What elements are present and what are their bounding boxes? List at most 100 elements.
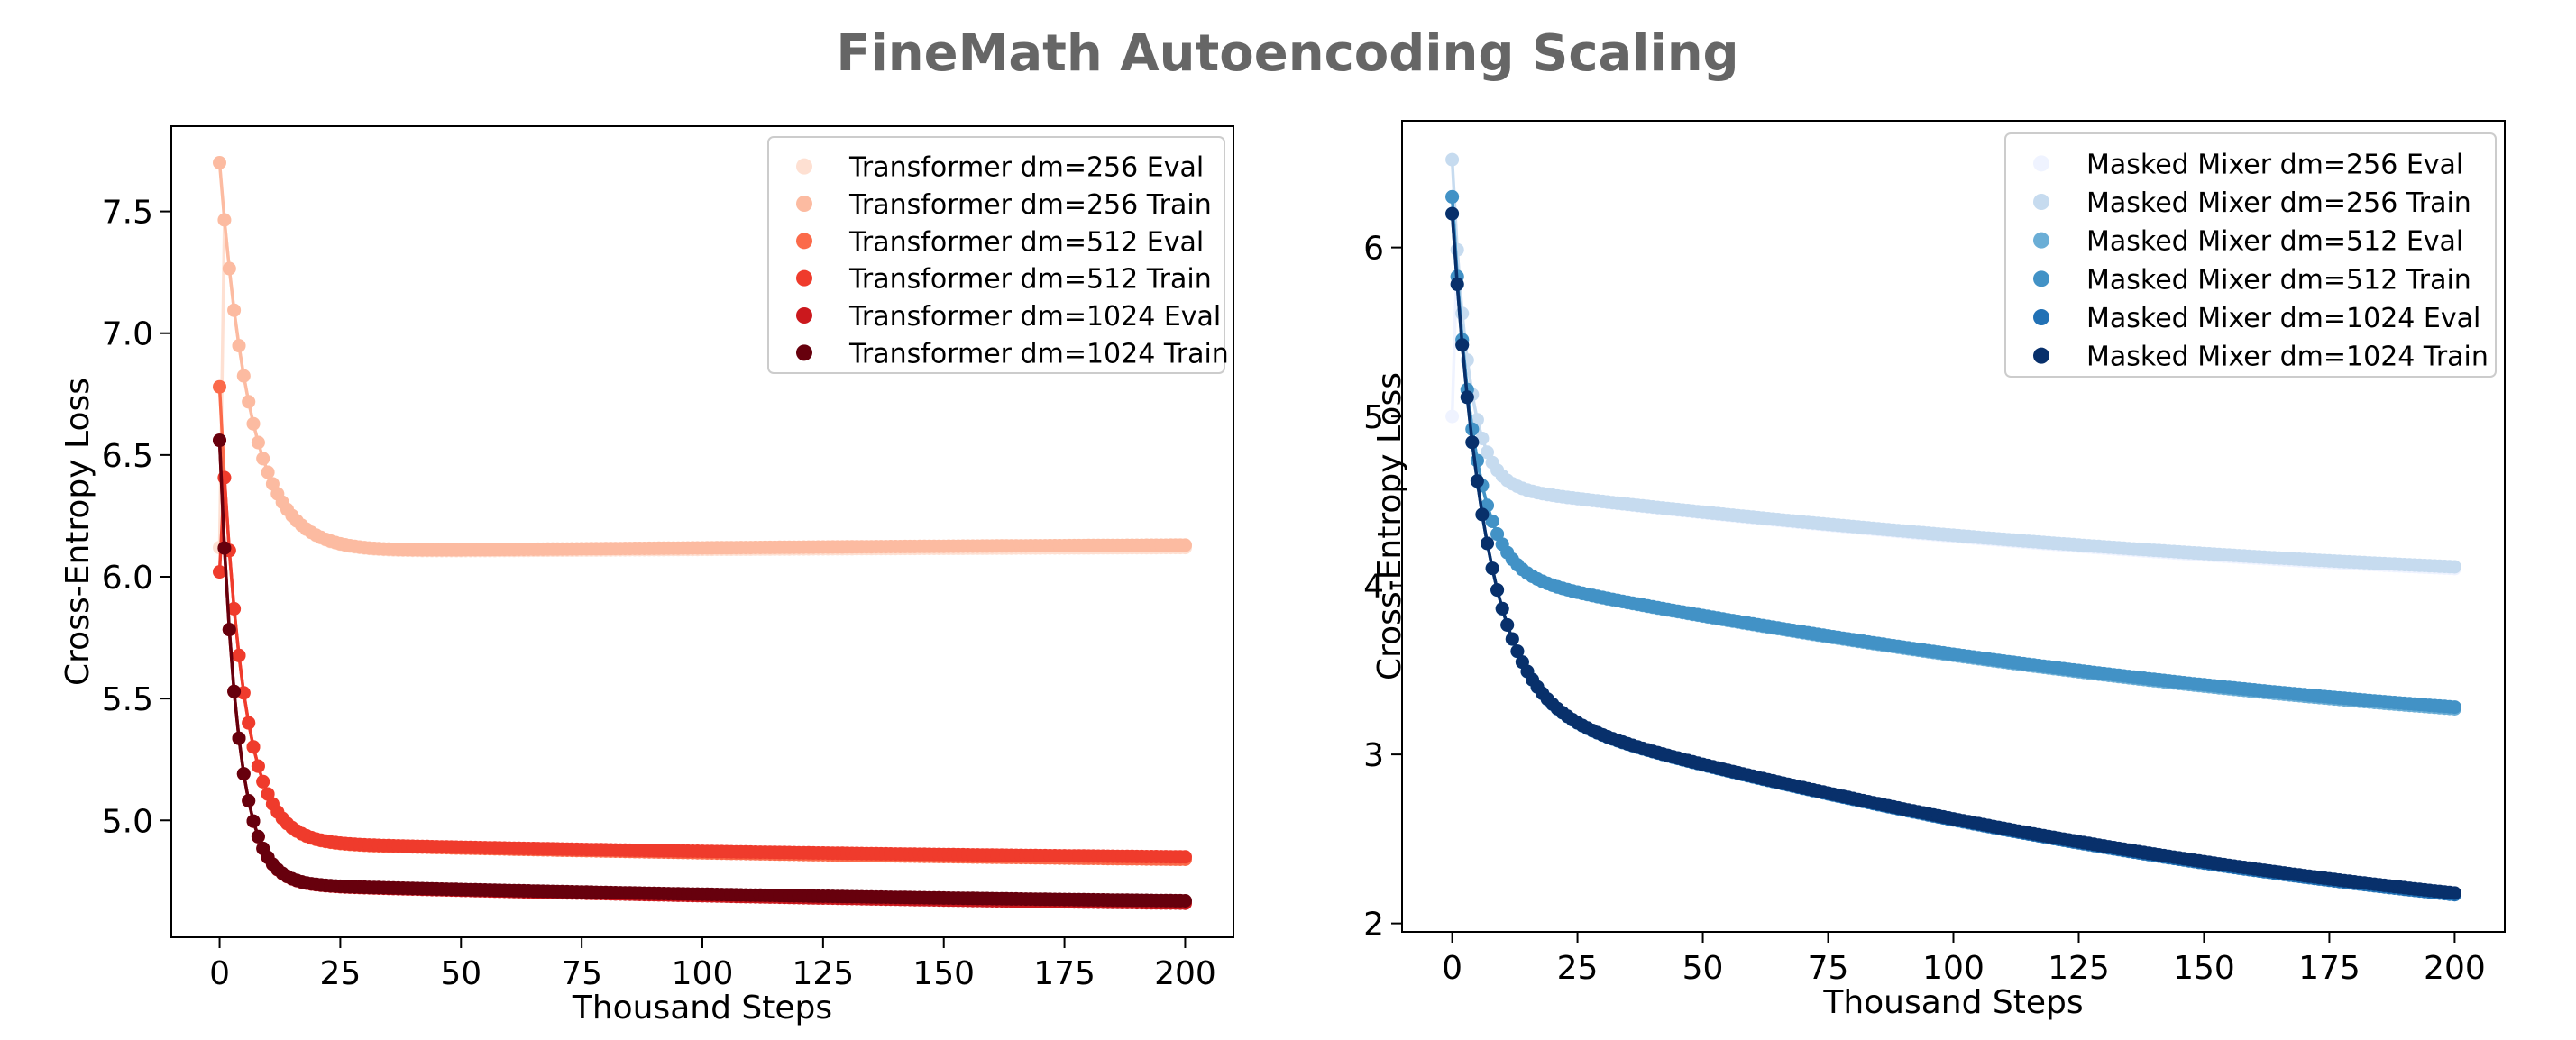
x-axis-label: Thousand Steps	[1822, 984, 2083, 1021]
x-tick-label: 25	[320, 955, 362, 992]
series-point	[213, 379, 226, 394]
series-point	[2447, 886, 2461, 900]
series-point	[256, 452, 270, 466]
y-tick-label: 5	[1363, 399, 1384, 436]
series-point	[1445, 206, 1460, 221]
series-2	[213, 156, 1192, 557]
series-point	[232, 731, 246, 745]
x-tick-label: 175	[2298, 950, 2361, 987]
series-point	[1445, 189, 1460, 204]
series-point	[1481, 445, 1494, 460]
legend-box	[767, 136, 1225, 374]
series-2	[1445, 152, 2461, 574]
y-axis-label: Cross-Entropy Loss	[60, 378, 96, 686]
series-point	[227, 684, 242, 698]
x-tick-label: 100	[1922, 950, 1985, 987]
series-point	[251, 829, 265, 844]
series-3	[213, 379, 1192, 866]
x-tick-label: 100	[672, 955, 734, 992]
left-chart-transformer: 0 25 50 75 100 125 150 175 200 5.0 5.5 6.0 6.5 7.0 7.5…	[60, 125, 1234, 1026]
legend-box	[2004, 132, 2497, 378]
legend-entry: Transformer dm=256 Eval	[848, 152, 1204, 184]
y-tick-label: 6.0	[102, 560, 153, 597]
legend-marker	[796, 307, 812, 324]
x-tick-label: 50	[1682, 950, 1724, 987]
series-6	[213, 433, 1192, 908]
legend-entry: Masked Mixer dm=512 Train	[2086, 264, 2471, 296]
right-chart-masked-mixer: 0 25 50 75 100 125 150 175 200 2 3 4 5 6 Thousand Step…	[1363, 120, 2506, 1021]
y-tick-label: 7.5	[102, 195, 153, 232]
series-line	[217, 477, 1186, 859]
legend-entry: Transformer dm=1024 Train	[848, 338, 1229, 369]
legend-marker	[2033, 232, 2049, 249]
series-point	[1178, 538, 1192, 552]
series-point	[246, 814, 261, 828]
series-point	[236, 767, 251, 781]
y-tick-label: 2	[1363, 907, 1384, 944]
series-point	[261, 465, 275, 479]
y-tick-label: 6	[1363, 231, 1384, 268]
series-point	[1460, 390, 1474, 405]
x-tick-label: 125	[2048, 950, 2110, 987]
series-point	[1455, 306, 1470, 321]
series-point	[1485, 514, 1499, 528]
series-point	[213, 565, 226, 579]
series-point	[227, 303, 242, 317]
series-point	[2447, 700, 2461, 715]
x-tick-label: 150	[2173, 950, 2235, 987]
x-tick-label: 50	[440, 955, 481, 992]
legend-marker	[2033, 347, 2049, 364]
series-layer	[213, 156, 1192, 910]
series-point	[1490, 527, 1505, 541]
series-point	[1495, 601, 1509, 616]
series-point	[1455, 338, 1470, 352]
x-axis-label: Thousand Steps	[572, 990, 832, 1026]
series-point	[1178, 850, 1192, 864]
legend-marker	[796, 233, 812, 250]
y-axis-label: Cross-Entropy Loss	[1371, 372, 1408, 680]
series-point	[246, 740, 261, 754]
series-line	[217, 440, 1186, 905]
series-point	[1485, 561, 1499, 576]
legend-marker	[2033, 270, 2049, 287]
legend-marker	[2033, 309, 2049, 325]
series-point	[1445, 409, 1460, 424]
y-tick-label: 3	[1363, 737, 1384, 774]
series-point	[1475, 507, 1490, 522]
y-tick-label: 5.0	[102, 803, 153, 840]
y-tick-label: 7.0	[102, 316, 153, 353]
legend-entry: Transformer dm=1024 Eval	[848, 301, 1221, 333]
legend: Transformer dm=256 Eval Transformer dm=25…	[767, 136, 1229, 374]
legend-entry: Masked Mixer dm=256 Eval	[2086, 149, 2463, 180]
series-point	[232, 648, 246, 662]
legend-entry: Masked Mixer dm=1024 Train	[2086, 342, 2489, 373]
x-tick-label: 0	[209, 955, 230, 992]
series-point	[1465, 435, 1480, 450]
series-point	[242, 716, 256, 730]
series-6	[1445, 206, 2461, 900]
series-point	[222, 623, 236, 637]
series-point	[256, 774, 270, 789]
x-tick-label: 150	[912, 955, 975, 992]
legend-marker	[796, 196, 812, 212]
series-point	[217, 213, 232, 227]
series-point	[213, 156, 226, 169]
series-point	[251, 435, 265, 450]
series-point	[242, 794, 256, 807]
x-tick-label: 75	[1808, 950, 1849, 987]
x-tick-label: 125	[793, 955, 855, 992]
series-point	[232, 339, 246, 353]
series-point	[242, 395, 256, 409]
x-tick-label: 200	[2424, 950, 2486, 987]
series-point	[213, 433, 226, 448]
series-4	[213, 470, 1192, 864]
x-tick-label: 175	[1033, 955, 1095, 992]
x-tick-label: 25	[1557, 950, 1599, 987]
legend-entry: Masked Mixer dm=512 Eval	[2086, 226, 2463, 258]
y-tick-label: 5.5	[102, 681, 153, 718]
series-point	[1510, 644, 1525, 659]
series-point	[1445, 152, 1460, 167]
series-point	[236, 369, 251, 383]
series-point	[251, 759, 265, 773]
